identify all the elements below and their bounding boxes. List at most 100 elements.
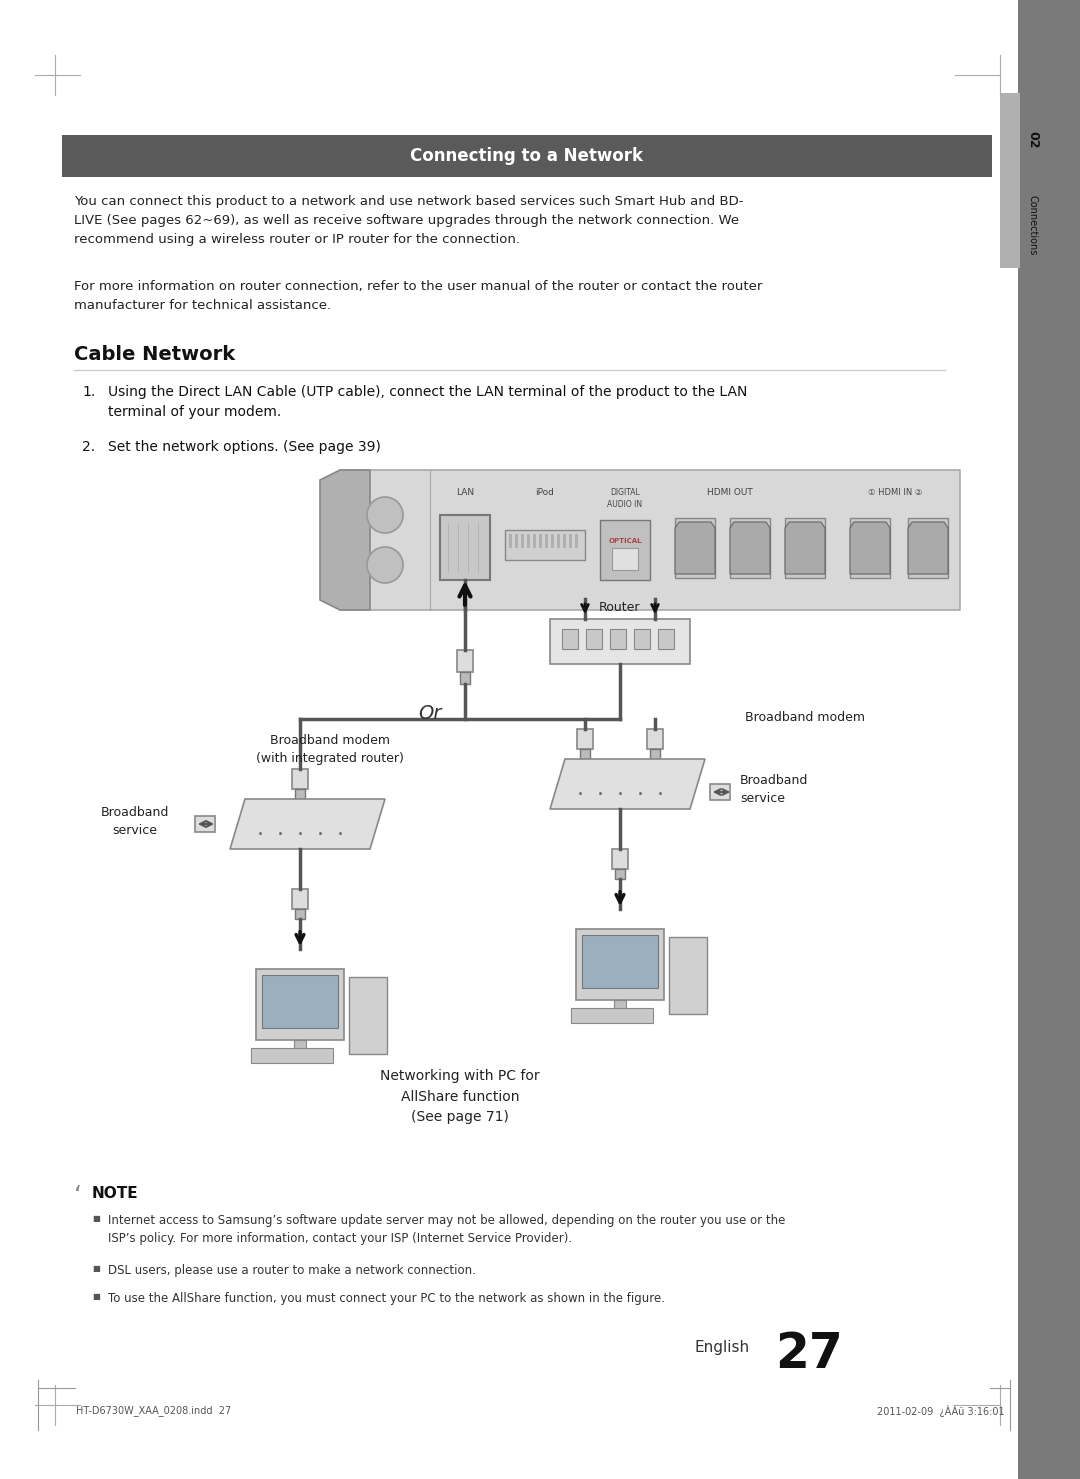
Text: English: English [696, 1340, 751, 1355]
Bar [647, 729, 663, 748]
Text: DSL users, please use a router to make a network connection.: DSL users, please use a router to make a… [108, 1265, 476, 1276]
Polygon shape [550, 759, 705, 809]
Bar [582, 935, 658, 988]
Bar [610, 629, 626, 649]
Text: Networking with PC for
AllShare function
(See page 71): Networking with PC for AllShare function… [380, 1069, 540, 1124]
Bar [785, 518, 825, 578]
Text: LAN: LAN [456, 488, 474, 497]
Text: Connections: Connections [1028, 195, 1038, 256]
Bar [669, 938, 707, 1015]
Bar [295, 910, 305, 918]
Bar [586, 629, 602, 649]
Text: .: . [636, 779, 644, 799]
Bar [1000, 93, 1020, 268]
Polygon shape [785, 522, 825, 574]
Bar [550, 620, 690, 664]
Bar [457, 649, 473, 671]
Text: .: . [257, 819, 264, 839]
Bar [262, 975, 338, 1028]
Text: 2011-02-09  ¿ÀÀü 3:16:01: 2011-02-09 ¿ÀÀü 3:16:01 [877, 1405, 1005, 1417]
Bar [571, 1009, 653, 1023]
Bar [521, 534, 524, 549]
Bar [615, 870, 625, 879]
Bar [562, 629, 578, 649]
Bar [850, 518, 890, 578]
Text: Using the Direct LAN Cable (UTP cable), connect the LAN terminal of the product : Using the Direct LAN Cable (UTP cable), … [108, 385, 747, 419]
Bar [515, 534, 518, 549]
Bar [1018, 0, 1080, 1479]
Bar [62, 135, 993, 177]
Text: HDMI OUT: HDMI OUT [707, 488, 753, 497]
Bar [505, 529, 585, 561]
Bar [534, 534, 536, 549]
Bar [557, 534, 561, 549]
Text: .: . [577, 779, 583, 799]
Bar [195, 816, 215, 833]
Text: Or: Or [418, 704, 442, 723]
Bar [460, 671, 470, 683]
Bar [675, 518, 715, 578]
Text: ① HDMI IN ②: ① HDMI IN ② [868, 488, 922, 497]
Bar [545, 534, 548, 549]
Text: ■: ■ [92, 1214, 99, 1223]
Text: AUDIO IN: AUDIO IN [607, 500, 643, 509]
Text: 2.: 2. [82, 439, 95, 454]
Text: Broadband modem
(with integrated router): Broadband modem (with integrated router) [256, 734, 404, 765]
Text: +: + [377, 556, 393, 574]
Bar [256, 969, 345, 1040]
Text: ‘: ‘ [75, 1185, 82, 1208]
Text: .: . [657, 779, 663, 799]
Bar [615, 1000, 626, 1015]
Bar [710, 784, 730, 800]
Bar [251, 1049, 333, 1063]
Bar [730, 518, 770, 578]
Bar [598, 1015, 642, 1022]
Polygon shape [230, 799, 384, 849]
Bar [634, 629, 650, 649]
Bar [539, 534, 542, 549]
Bar [294, 1040, 306, 1055]
Text: NOTE: NOTE [92, 1186, 138, 1201]
Text: .: . [337, 819, 343, 839]
Text: 27: 27 [775, 1330, 842, 1378]
Text: For more information on router connection, refer to the user manual of the route: For more information on router connectio… [75, 280, 762, 312]
Bar [580, 748, 590, 759]
Text: .: . [596, 779, 604, 799]
Text: iPod: iPod [536, 488, 554, 497]
Polygon shape [675, 522, 715, 574]
Text: Connecting to a Network: Connecting to a Network [410, 146, 644, 166]
Bar [612, 549, 638, 569]
Bar [551, 534, 554, 549]
Polygon shape [730, 522, 770, 574]
Bar [340, 470, 960, 609]
Bar [292, 889, 308, 910]
Bar [908, 518, 948, 578]
Text: 02: 02 [1026, 132, 1039, 149]
Bar [658, 629, 674, 649]
Bar [278, 1055, 322, 1062]
Bar [563, 534, 566, 549]
Text: HT-D6730W_XAA_0208.indd  27: HT-D6730W_XAA_0208.indd 27 [76, 1405, 231, 1415]
Bar [612, 849, 627, 870]
Text: Broadband modem: Broadband modem [745, 711, 865, 725]
Bar [650, 748, 660, 759]
Bar [527, 534, 530, 549]
Text: ■: ■ [92, 1265, 99, 1273]
Bar [295, 788, 305, 799]
Bar [576, 929, 664, 1000]
Text: ■: ■ [92, 1293, 99, 1302]
Bar [349, 978, 387, 1055]
Text: 1.: 1. [82, 385, 95, 399]
Circle shape [367, 497, 403, 532]
Text: .: . [316, 819, 324, 839]
Text: +: + [377, 506, 393, 525]
Bar [292, 769, 308, 788]
Text: .: . [276, 819, 283, 839]
Text: Cable Network: Cable Network [75, 345, 235, 364]
Bar [509, 534, 512, 549]
Text: Broadband
service: Broadband service [100, 806, 170, 837]
Bar [440, 515, 490, 580]
Text: You can connect this product to a network and use network based services such Sm: You can connect this product to a networ… [75, 195, 743, 246]
Polygon shape [320, 470, 370, 609]
Polygon shape [908, 522, 948, 574]
